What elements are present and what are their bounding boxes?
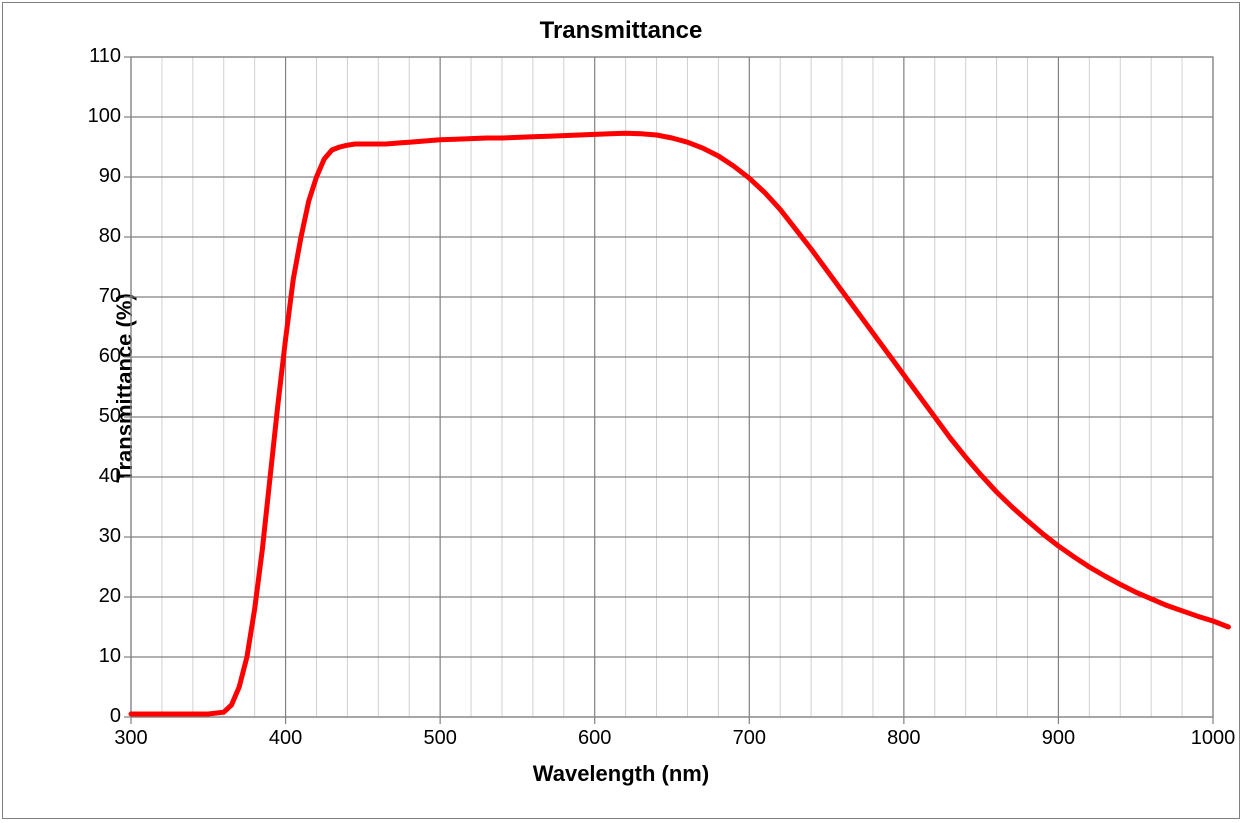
chart-frame: Transmittance Transmittance (%) Waveleng…: [2, 2, 1240, 819]
y-tick-label: 70: [61, 285, 121, 308]
y-tick-label: 80: [61, 225, 121, 248]
y-tick-label: 10: [61, 645, 121, 668]
y-tick-label: 0: [61, 705, 121, 728]
x-tick-label: 600: [555, 727, 635, 750]
x-axis-label: Wavelength (nm): [3, 761, 1239, 787]
x-tick-label: 900: [1018, 727, 1098, 750]
x-tick-label: 400: [246, 727, 326, 750]
major-gridlines: [131, 57, 1213, 717]
y-tick-label: 90: [61, 165, 121, 188]
plot-svg: [131, 57, 1213, 717]
y-tick-label: 40: [61, 465, 121, 488]
chart-title: Transmittance: [3, 17, 1239, 45]
plot-border: [131, 57, 1213, 717]
y-tick-label: 110: [61, 45, 121, 68]
x-tick-label: 500: [400, 727, 480, 750]
y-tick-label: 30: [61, 525, 121, 548]
x-tick-label: 800: [864, 727, 944, 750]
y-tick-label: 50: [61, 405, 121, 428]
y-tick-label: 100: [61, 105, 121, 128]
y-tick-label: 20: [61, 585, 121, 608]
x-tick-label: 700: [709, 727, 789, 750]
x-tick-label: 300: [91, 727, 171, 750]
minor-gridlines: [162, 57, 1182, 717]
y-tick-label: 60: [61, 345, 121, 368]
transmittance-line: [131, 133, 1228, 714]
x-tick-label: 1000: [1173, 727, 1242, 750]
plot-area: [131, 57, 1213, 717]
tick-marks: [124, 57, 1213, 724]
